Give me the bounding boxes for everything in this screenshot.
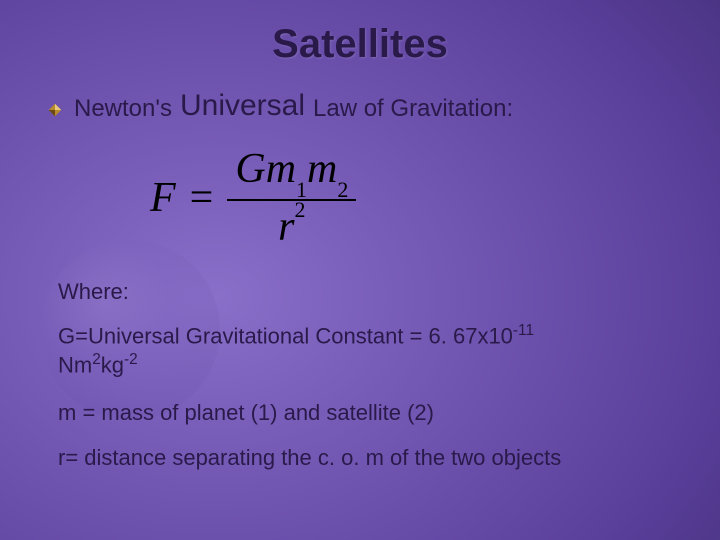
slide-container: { "title": { "text": "Satellites", "font… — [0, 0, 720, 540]
subtitle-part-1: Newton's — [74, 95, 172, 123]
formula-denominator: r2 — [270, 205, 313, 249]
g-unit-sup2: -2 — [124, 351, 138, 368]
bullet-icon — [48, 103, 62, 117]
num-G: G — [235, 146, 265, 192]
g-unit-mid: kg — [101, 352, 124, 377]
g-exp: -11 — [513, 322, 534, 339]
r-line: r= distance separating the c. o. m of th… — [58, 444, 680, 472]
formula-eq: = — [190, 174, 214, 222]
formula: F = Gm1m2 r2 — [150, 147, 720, 250]
num-m2: m — [307, 146, 337, 192]
formula-lhs: F — [150, 174, 176, 222]
subtitle-row: Newton's Universal Law of Gravitation: — [48, 89, 720, 123]
num-m1: m — [266, 146, 296, 192]
subtitle-part-2: Universal — [180, 89, 305, 123]
num-sub2: 2 — [337, 177, 348, 202]
slide-title: Satellites — [0, 0, 720, 67]
den-r: r — [278, 204, 294, 250]
where-label: Where: — [58, 278, 680, 306]
m-line: m = mass of planet (1) and satellite (2) — [58, 399, 680, 427]
g-prefix: G=Universal Gravitational Constant = 6. … — [58, 323, 513, 348]
den-sup: 2 — [295, 197, 306, 222]
g-unit-pre: Nm — [58, 352, 92, 377]
formula-numerator: Gm1m2 — [227, 147, 356, 195]
g-unit-sup1: 2 — [92, 351, 101, 368]
formula-fraction: Gm1m2 r2 — [227, 147, 356, 250]
g-constant-line: G=Universal Gravitational Constant = 6. … — [58, 321, 680, 379]
subtitle-part-3: Law of Gravitation: — [313, 95, 513, 123]
